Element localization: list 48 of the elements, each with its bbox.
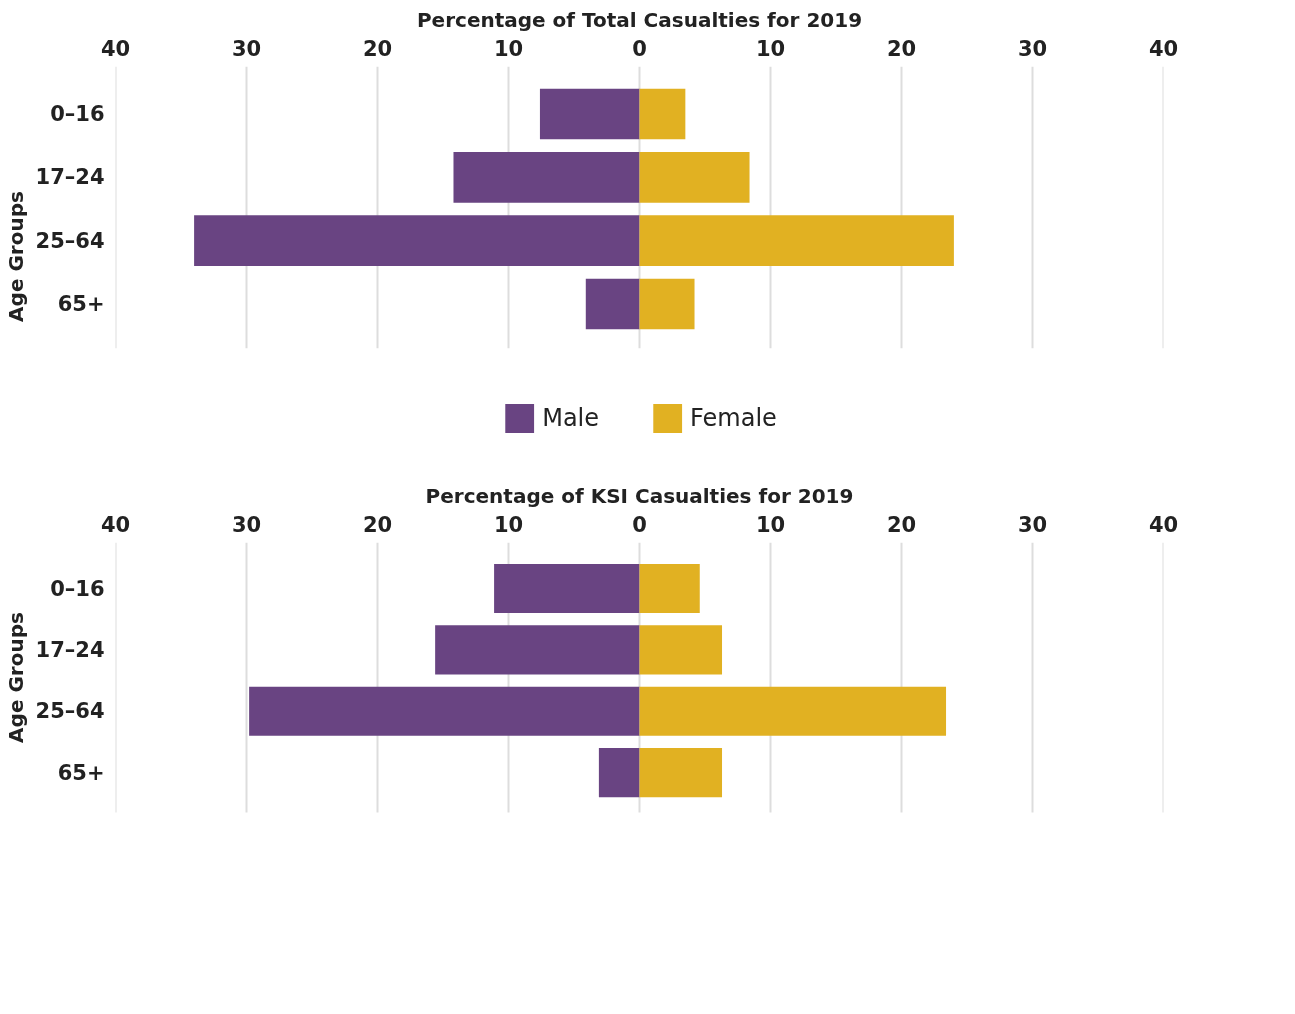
bar [249, 686, 640, 736]
x-tick-label: 0 [632, 36, 647, 61]
x-tick-label: 0 [632, 512, 647, 537]
x-tick-label: 30 [1017, 512, 1048, 537]
x-tick-label: 20 [886, 512, 917, 537]
bar [639, 686, 947, 736]
bar [539, 88, 640, 140]
y-tick-label: 25–64 [35, 228, 105, 253]
bar [639, 748, 723, 798]
x-tick-label: 30 [1017, 36, 1048, 61]
bar [435, 625, 640, 675]
x-tick-label: 40 [100, 512, 131, 537]
legend-label: Female [690, 404, 777, 432]
bar [598, 748, 640, 798]
y-tick-label: 17–24 [35, 637, 105, 662]
y-tick-label: 25–64 [35, 699, 105, 724]
bar [639, 152, 750, 203]
bar [639, 625, 723, 675]
chart-title: Percentage of KSI Casualties for 2019 [425, 483, 854, 508]
x-tick-label: 30 [231, 36, 262, 61]
y-tick-label: 65+ [57, 292, 105, 316]
y-tick-label: 0–16 [50, 576, 105, 601]
bar [453, 152, 640, 203]
y-tick-label: 0–16 [50, 102, 105, 126]
x-tick-label: 10 [493, 512, 524, 537]
x-tick-label: 20 [362, 512, 393, 537]
x-tick-label: 10 [755, 512, 786, 537]
y-axis-title: Age Groups [3, 612, 28, 743]
y-tick-label: 65+ [57, 760, 105, 785]
bar [639, 563, 700, 614]
chart-title: Percentage of Total Casualties for 2019 [416, 7, 863, 32]
bar [585, 278, 640, 330]
y-tick-label: 17–24 [35, 165, 105, 190]
x-tick-label: 40 [100, 36, 131, 61]
x-tick-label: 40 [1148, 512, 1179, 537]
x-tick-label: 20 [886, 36, 917, 61]
x-tick-label: 20 [362, 36, 393, 61]
bar [639, 88, 686, 140]
bar [494, 563, 640, 614]
x-tick-label: 40 [1148, 36, 1179, 61]
bar [639, 215, 954, 266]
y-axis-title: Age Groups [3, 191, 28, 322]
legend-label: Male [542, 404, 600, 432]
x-tick-label: 10 [755, 36, 786, 61]
bar [639, 278, 695, 330]
x-tick-label: 30 [231, 512, 262, 537]
x-tick-label: 10 [493, 36, 524, 61]
bar [194, 215, 640, 266]
